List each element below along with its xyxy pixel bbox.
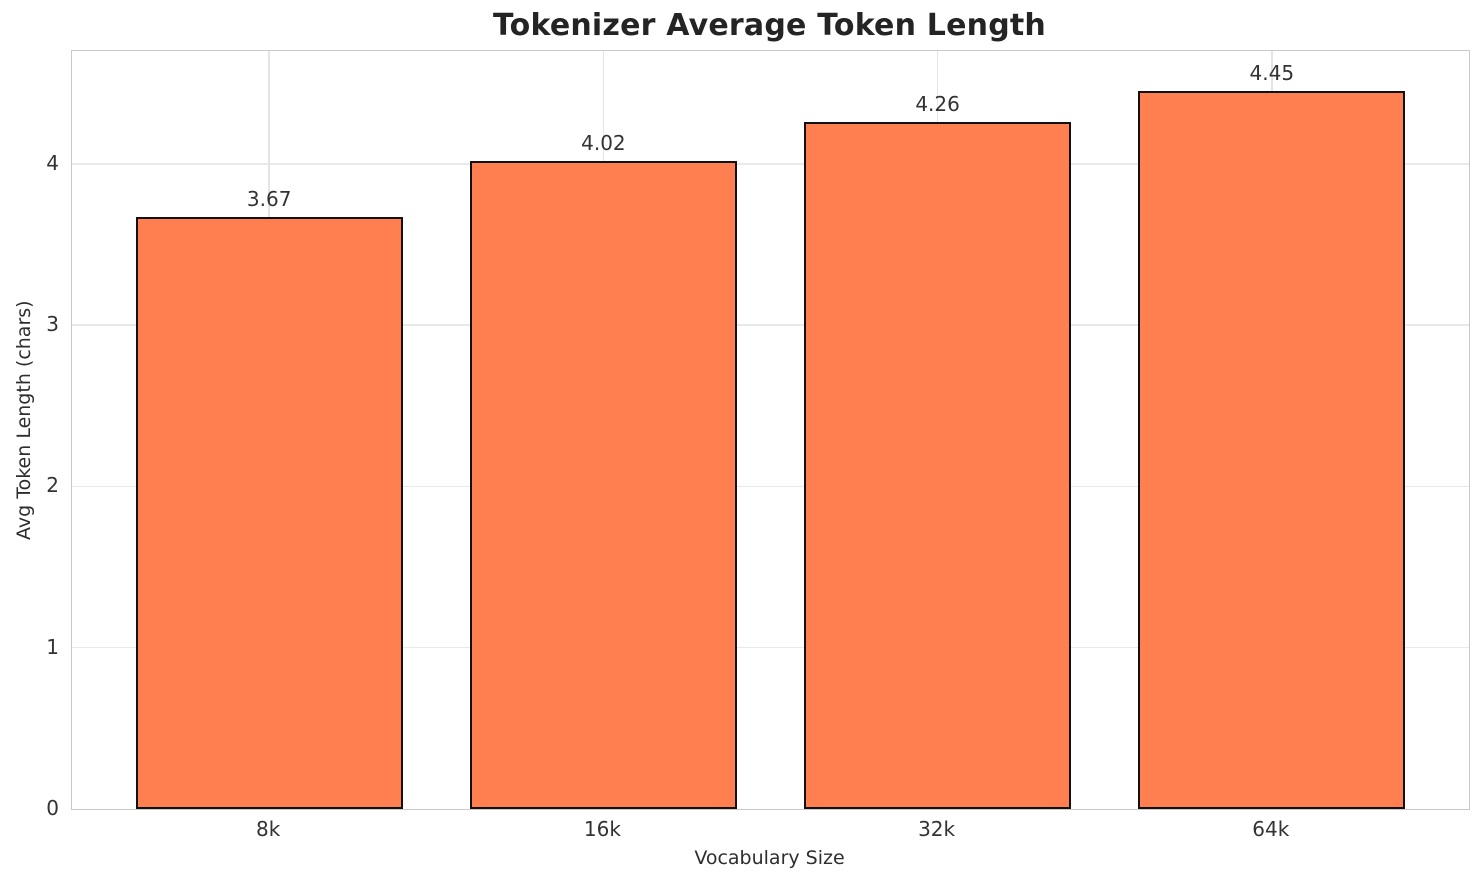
y-tick-label: 2: [46, 473, 59, 498]
bar-value-label: 4.26: [915, 92, 960, 116]
x-axis-label: Vocabulary Size: [694, 847, 845, 869]
bar-value-label: 4.02: [581, 131, 626, 155]
plot-area: 3.67 4.02 4.26 4.45: [71, 50, 1470, 810]
bar-value-label: 4.45: [1249, 61, 1295, 85]
x-tick-label: 16k: [583, 817, 621, 841]
y-gridline: [72, 485, 1469, 488]
bar: [470, 161, 737, 809]
bar: [804, 122, 1071, 809]
chart-title: Tokenizer Average Token Length: [492, 8, 1046, 43]
bar-value-label: 3.67: [246, 187, 292, 211]
y-axis-label: Avg Token Length (chars): [13, 300, 35, 540]
y-gridline: [72, 646, 1469, 649]
y-tick-label: 3: [46, 312, 59, 337]
x-tick-label: 32k: [918, 817, 956, 841]
y-gridline: [72, 324, 1469, 326]
bar: [136, 217, 403, 809]
y-gridline: [72, 163, 1469, 165]
y-tick-label: 0: [46, 796, 59, 820]
y-tick-label: 4: [46, 150, 59, 175]
bar: [1138, 91, 1405, 809]
x-tick-label: 64k: [1252, 817, 1290, 841]
y-tick-label: 1: [46, 634, 59, 659]
x-tick-label: 8k: [256, 817, 281, 841]
